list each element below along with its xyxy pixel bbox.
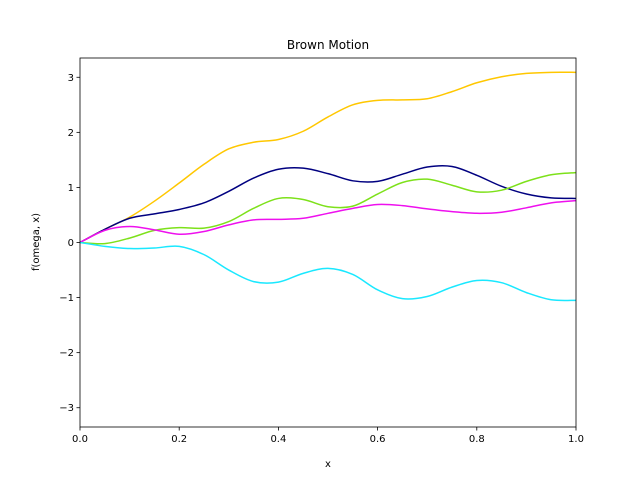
x-tick-label: 0.6 bbox=[370, 434, 386, 445]
x-tick-label: 1.0 bbox=[568, 434, 584, 445]
series-line-5 bbox=[80, 241, 576, 302]
x-tick-label: 0.0 bbox=[72, 434, 88, 445]
y-tick-label: −2 bbox=[59, 348, 74, 359]
series-line-2 bbox=[80, 164, 576, 244]
y-tick-label: 3 bbox=[68, 73, 74, 84]
x-tick-label: 0.8 bbox=[469, 434, 485, 445]
x-axis-label: x bbox=[325, 459, 331, 470]
axes-layer: 0.0 0.2 0.4 0.6 0.8 1.0 −3 −2 −1 0 1 2 3 bbox=[59, 57, 584, 445]
y-tick-label: 1 bbox=[68, 183, 74, 194]
y-tick-label: 0 bbox=[68, 238, 74, 249]
y-axis-label: f(omega, x) bbox=[31, 213, 42, 271]
series-line-3 bbox=[80, 171, 576, 245]
plot-area bbox=[80, 71, 576, 302]
x-tick-label: 0.2 bbox=[171, 434, 187, 445]
series-layer bbox=[80, 71, 576, 302]
chart-title: Brown Motion bbox=[287, 38, 369, 52]
y-tick-label: −3 bbox=[59, 403, 74, 414]
y-tick-label: −1 bbox=[59, 293, 74, 304]
y-tick-label: 2 bbox=[68, 128, 74, 139]
x-tick-label: 0.4 bbox=[270, 434, 286, 445]
series-line-1 bbox=[80, 71, 576, 244]
series-line-4 bbox=[80, 199, 576, 244]
